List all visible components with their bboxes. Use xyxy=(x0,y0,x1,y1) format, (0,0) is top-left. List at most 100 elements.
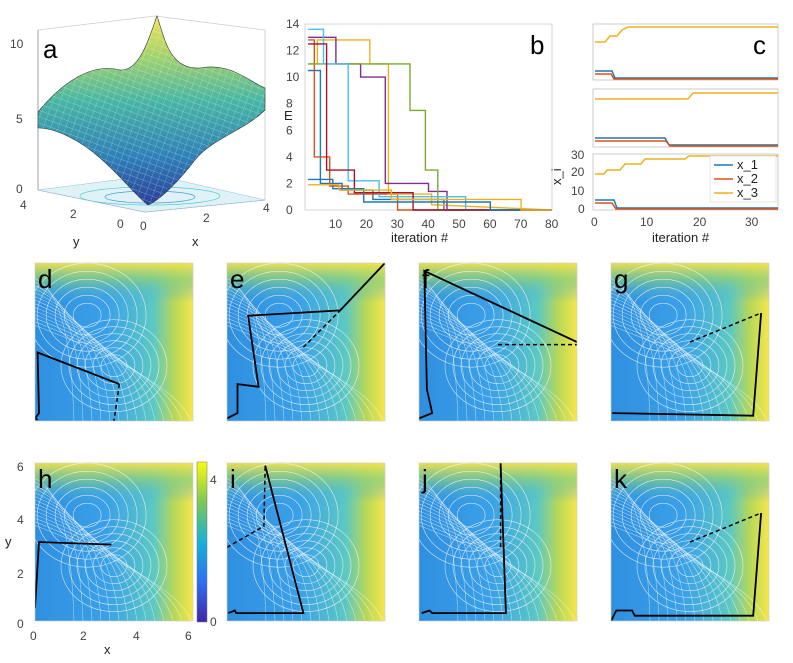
z-tick: 10 xyxy=(10,37,24,51)
trajectory-dashed xyxy=(113,383,121,421)
x-tick: 70 xyxy=(514,217,528,231)
colorbar-tick: 4 xyxy=(210,473,217,487)
panel-a-ylabel: y xyxy=(73,234,80,249)
x-tick: 20 xyxy=(693,215,707,229)
panel-f-contour: f xyxy=(411,262,578,422)
panel-j-contour: j xyxy=(411,462,578,622)
panel-c-subplot-top xyxy=(592,23,779,81)
trajectory-solid xyxy=(419,269,577,420)
x-tick: 6 xyxy=(185,629,192,643)
y-tick: 8 xyxy=(286,97,293,111)
panel-letter-b: b xyxy=(530,30,544,60)
x-tick: 40 xyxy=(422,217,436,231)
contour-panels: d e f g h i j k xyxy=(27,262,770,622)
trajectory-dashed xyxy=(689,312,762,343)
series-line-run8 xyxy=(308,178,552,211)
trajectory-solid xyxy=(227,465,305,614)
y-tick: 0 xyxy=(286,203,293,217)
panel-letter-a: a xyxy=(43,34,58,64)
series-line-run6 xyxy=(308,28,552,211)
trajectory-solid xyxy=(421,463,507,614)
y-tick: 6 xyxy=(17,460,24,474)
series-line-run4 xyxy=(308,36,552,211)
colorbar-tick: 0 xyxy=(210,615,217,629)
legend-x1: x_1 xyxy=(737,157,758,172)
legend-x3: x_3 xyxy=(737,185,758,200)
x-tick: 50 xyxy=(452,217,466,231)
trajectory-solid xyxy=(35,541,112,608)
y-tick: 0 xyxy=(578,202,585,216)
panel-a-surface-plot: a 0 5 10 4 2 0 0 2 4 y x xyxy=(10,15,270,249)
z-tick: 0 xyxy=(16,182,23,196)
y-tick: 2 xyxy=(70,207,77,221)
x-tick: 20 xyxy=(360,217,374,231)
x-tick: 60 xyxy=(483,217,497,231)
y-tick: 2 xyxy=(286,176,293,190)
series-line-run9 xyxy=(308,184,552,211)
y-tick: 12 xyxy=(286,44,300,58)
panel-letter-c: c xyxy=(753,30,766,60)
x-tick: 4 xyxy=(263,201,270,215)
trajectory-solid xyxy=(35,351,120,421)
panel-d-contour: d xyxy=(27,262,194,422)
y-tick: 2 xyxy=(17,567,24,581)
panel-letter-i: i xyxy=(230,464,236,494)
trajectory-dashed xyxy=(689,512,762,543)
x-tick: 4 xyxy=(133,629,140,643)
panel-letter-d: d xyxy=(38,264,52,294)
panel-a-xlabel: x xyxy=(192,234,199,249)
panel-i-contour: i xyxy=(219,462,386,622)
panel-letter-g: g xyxy=(614,264,628,294)
panel-c-y-ticks: 0 10 20 30 xyxy=(571,148,585,216)
series-line-run7 xyxy=(308,43,552,211)
x-tick: 0 xyxy=(140,219,147,233)
x-tick: 80 xyxy=(545,217,559,231)
x-tick: 10 xyxy=(329,217,343,231)
x-tick: 10 xyxy=(640,215,654,229)
y-tick: 0 xyxy=(117,217,124,231)
x-tick: 30 xyxy=(391,217,405,231)
x-tick: 2 xyxy=(80,629,87,643)
panel-g-contour: g xyxy=(603,262,770,422)
y-tick: 4 xyxy=(20,198,27,212)
contour-xlabel: x xyxy=(104,642,111,657)
y-tick: 20 xyxy=(571,165,585,179)
panel-h-contour: h xyxy=(27,462,194,622)
panel-h-axes: 0 2 4 6 0 2 4 6 x y xyxy=(5,460,192,657)
y-tick: 30 xyxy=(571,148,585,162)
colorbar: 0 4 xyxy=(196,461,217,629)
panel-b-ylabel: E xyxy=(284,108,293,123)
panel-a-y-ticks: 4 2 0 xyxy=(20,198,124,231)
panel-c-x-ticks: 0 10 20 30 xyxy=(591,215,759,229)
y-tick: 0 xyxy=(17,617,24,631)
panel-c-ylabel: x_i xyxy=(549,168,564,185)
y-tick: 10 xyxy=(286,70,300,84)
panel-k-contour: k xyxy=(603,462,770,622)
panel-letter-k: k xyxy=(614,464,628,494)
contour-ylabel: y xyxy=(5,534,12,549)
panel-letter-f: f xyxy=(422,264,430,294)
y-tick: 4 xyxy=(286,150,293,164)
panel-c-legend: x_1 x_2 x_3 xyxy=(709,155,777,203)
z-tick: 5 xyxy=(16,112,23,126)
y-tick: 10 xyxy=(571,184,585,198)
legend-x2: x_2 xyxy=(737,171,758,186)
panel-letter-h: h xyxy=(38,464,52,494)
trajectory-dashed xyxy=(302,309,341,348)
panel-a-x-ticks: 0 2 4 xyxy=(140,201,270,233)
panel-e-contour: e xyxy=(219,262,386,422)
x-tick: 0 xyxy=(591,215,598,229)
trajectory-dashed xyxy=(227,465,266,548)
panel-c-xlabel: iteration # xyxy=(652,230,710,245)
panel-b-line-chart: 0 2 4 6 8 10 12 14 10 20 30 40 50 60 70 80 E iteration… xyxy=(284,17,559,245)
trajectory-solid xyxy=(612,312,762,417)
panel-b-xlabel: iteration # xyxy=(391,230,449,245)
panel-c-line-charts: c x_1 x_2 x_3 0 10 20 30 x_i 0 10 20 xyxy=(549,23,779,245)
x-tick: 0 xyxy=(30,629,37,643)
panel-a-z-ticks: 0 5 10 xyxy=(10,37,24,196)
y-tick: 6 xyxy=(286,123,293,137)
panel-letter-j: j xyxy=(421,464,428,494)
trajectory-solid xyxy=(611,512,762,621)
y-tick: 14 xyxy=(286,17,300,31)
